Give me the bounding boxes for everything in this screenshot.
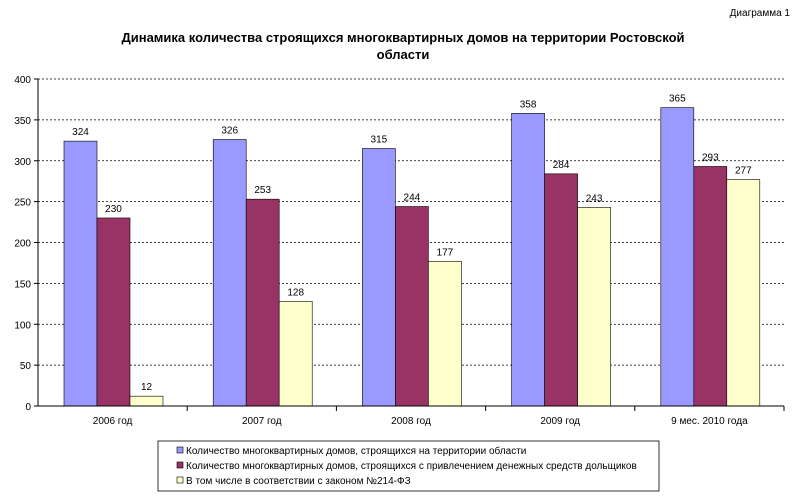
y-tick-label: 350 [14, 116, 31, 127]
y-tick-label: 0 [25, 402, 31, 413]
legend-label: Количество многоквартирных домов, строящ… [186, 445, 526, 457]
bar [63, 140, 98, 407]
data-label: 326 [221, 125, 238, 136]
bar [395, 206, 429, 407]
bar [660, 107, 695, 407]
bar [362, 148, 396, 407]
data-label: 177 [437, 247, 454, 258]
legend-label: В том числе в соответствии с законом №21… [186, 476, 411, 487]
legend-swatch [176, 461, 184, 469]
legend-swatch [176, 446, 184, 454]
data-label: 358 [520, 99, 537, 110]
chart-title-line-1: Динамика количества строящихся многоквар… [121, 30, 684, 45]
data-label: 244 [404, 193, 421, 204]
data-label: 324 [72, 127, 89, 138]
legend-swatch [176, 476, 184, 484]
data-label: 243 [586, 193, 603, 204]
x-tick-label: 2007 год [242, 416, 282, 427]
bar [278, 301, 313, 407]
bar [726, 179, 761, 407]
bar [129, 395, 164, 407]
bar [96, 217, 131, 407]
data-label: 230 [105, 204, 122, 215]
bar [511, 113, 545, 407]
data-label: 12 [141, 382, 153, 393]
bar [428, 261, 462, 407]
data-label: 365 [669, 94, 686, 105]
legend-label: Количество многоквартирных домов, строящ… [186, 461, 637, 472]
bar [693, 166, 728, 407]
y-tick-label: 100 [14, 320, 31, 331]
y-tick-label: 50 [20, 361, 32, 372]
bars: 324 230 12 326 253 128 315 244 177 358 284 243 365 29… [63, 94, 761, 407]
data-label: 293 [702, 152, 719, 163]
y-tick-label: 250 [14, 198, 31, 209]
bar [245, 198, 280, 407]
diagram-label: Диаграмма 1 [730, 8, 791, 19]
bar [544, 173, 578, 407]
y-tick-label: 150 [14, 279, 31, 290]
x-tick-label: 9 мес. 2010 года [671, 416, 748, 427]
y-tick-label: 200 [14, 239, 31, 250]
x-tick-label: 2008 год [391, 416, 431, 427]
data-label: 277 [735, 166, 752, 177]
data-label: 253 [254, 185, 271, 196]
x-tick-label: 2006 год [93, 416, 133, 427]
legend-box [157, 440, 660, 492]
chart-title-line-2: области [377, 47, 430, 62]
legend: Количество многоквартирных домов, строящ… [157, 440, 660, 492]
y-tick-label: 400 [14, 75, 31, 86]
x-tick-label: 2009 год [540, 416, 580, 427]
data-label: 128 [287, 287, 304, 298]
bar [212, 139, 247, 407]
y-tick-label: 300 [14, 157, 31, 168]
data-label: 284 [553, 160, 570, 171]
bar [577, 207, 611, 407]
data-label: 315 [371, 134, 388, 145]
axes: 0 50 100 150 200 250 300 350 400 2006 год 2007 год… [14, 75, 785, 427]
